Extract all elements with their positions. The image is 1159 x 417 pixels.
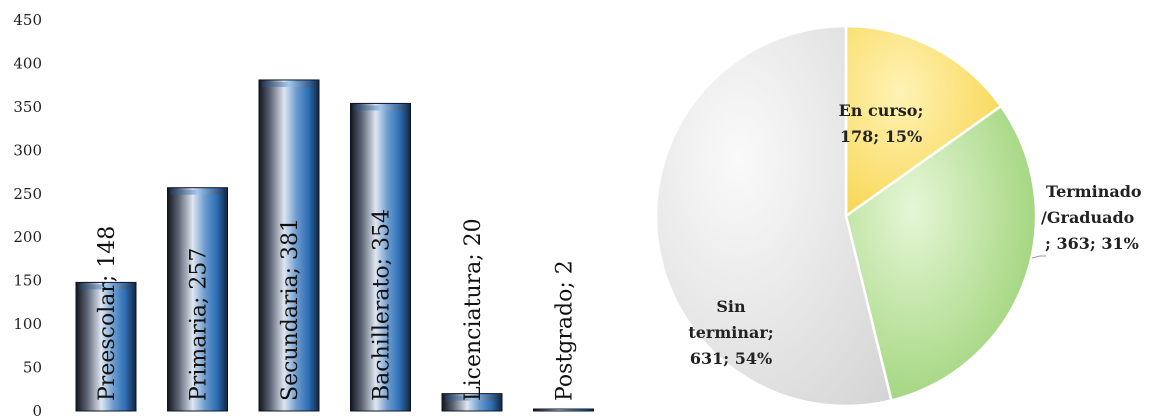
- pie-data-label-line: 178; 15%: [840, 127, 922, 146]
- bar-data-label: Postgrado; 2: [553, 260, 578, 401]
- pie-slices: [654, 24, 1038, 408]
- bar: [75, 281, 137, 412]
- bar-data-label: Licenciatura; 20: [461, 218, 486, 401]
- y-tick-label: 400: [13, 54, 42, 72]
- y-tick-label: 200: [13, 228, 42, 246]
- bar-data-label: Preescolar; 148: [95, 226, 120, 401]
- bar-data-label: Secundaria; 381: [278, 218, 303, 401]
- y-tick-label: 450: [13, 11, 42, 29]
- y-tick-label: 250: [13, 185, 42, 203]
- pie-data-label-line: Terminado: [1046, 182, 1142, 201]
- pie-data-label-line: 631; 54%: [690, 349, 772, 368]
- y-tick-label: 300: [13, 141, 42, 159]
- pie-data-labels: En curso; 178; 15% Terminado/Graduado ; 363…: [688, 101, 1142, 368]
- y-tick-label: 350: [13, 98, 42, 116]
- bar: [350, 102, 411, 412]
- bar: [533, 408, 594, 412]
- y-axis-ticks: 0 50 100 150 200 250 300 350 400 450: [13, 11, 42, 417]
- pie-slice: [844, 104, 1038, 403]
- bar-chart: 0 50 100 150 200 250 300 350 400 450 Preescolar; …: [13, 11, 594, 417]
- y-tick-label: 50: [23, 359, 42, 377]
- pie-data-label-line: terminar;: [688, 323, 773, 342]
- pie-data-label: Sin terminar; 631; 54%: [688, 297, 773, 368]
- pie-leader-lines: [1031, 255, 1046, 259]
- pie-data-label-line: /Graduado: [1041, 208, 1135, 227]
- bar: [167, 187, 228, 412]
- pie-slice: [654, 24, 893, 408]
- bar-data-label: Primaria; 257: [187, 248, 212, 401]
- bar: [441, 393, 503, 412]
- bar-data-labels: Preescolar; 148 Primaria; 257 Secundaria; …: [95, 209, 578, 401]
- pie-chart: En curso; 178; 15% Terminado/Graduado ; 363…: [654, 24, 1142, 408]
- bar: [258, 79, 320, 412]
- pie-data-label: En curso; 178; 15%: [839, 101, 924, 146]
- y-tick-label: 0: [32, 402, 42, 417]
- bar-series: [75, 79, 594, 412]
- pie-data-label-line: Sin: [716, 297, 746, 316]
- bar-data-label: Bachillerato; 354: [370, 209, 395, 401]
- pie-data-label-line: ; 363; 31%: [1045, 234, 1139, 253]
- pie-data-label-line: En curso;: [839, 101, 924, 120]
- y-tick-label: 150: [13, 272, 42, 290]
- y-tick-label: 100: [13, 315, 42, 333]
- pie-leader-line: [1031, 255, 1046, 259]
- pie-data-label: Terminado/Graduado ; 363; 31%: [1041, 182, 1142, 253]
- pie-slice: [844, 24, 1003, 219]
